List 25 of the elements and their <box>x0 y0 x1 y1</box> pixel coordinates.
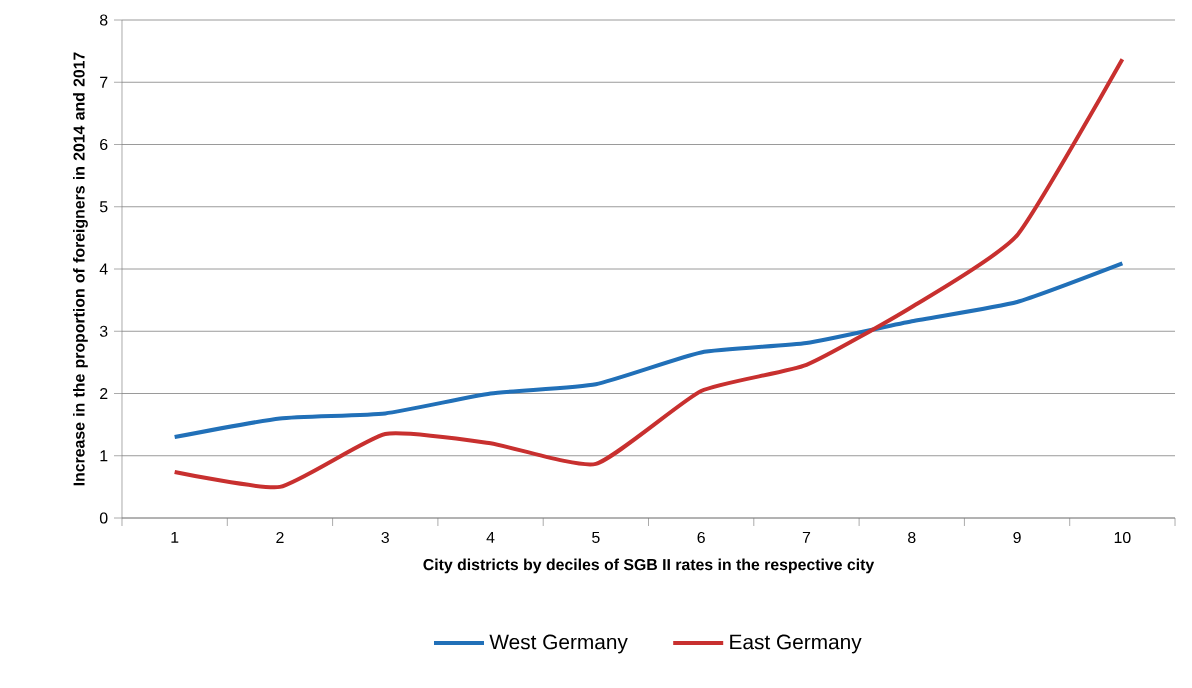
x-tick-label: 2 <box>276 531 284 543</box>
x-axis-title: City districts by deciles of SGB II rates in the respective city <box>423 558 875 574</box>
line-series <box>172 57 1125 489</box>
legend-label: West Germany <box>489 634 628 654</box>
y-tick-label: 6 <box>100 138 108 151</box>
x-tick-label: 9 <box>1013 531 1021 544</box>
legend-label: East Germany <box>730 634 862 654</box>
x-tick-label: 5 <box>592 531 600 543</box>
x-tick-label: 10 <box>1114 531 1131 544</box>
y-tick-label: 5 <box>99 201 108 213</box>
y-tick-label: 1 <box>100 450 108 462</box>
y-tick-label: 3 <box>99 325 108 337</box>
x-tick-label: 3 <box>381 531 389 544</box>
x-tick-label: 6 <box>697 531 705 544</box>
x-tick-label: 8 <box>908 531 916 544</box>
y-tick-label: 0 <box>99 512 108 524</box>
y-axis-title: Increase in the proportion of foreigners in 2014 and 2017 <box>73 52 88 486</box>
x-tick-label: 1 <box>171 531 179 543</box>
y-tick-label: 7 <box>100 76 108 88</box>
y-tick-label: 4 <box>99 263 108 275</box>
y-tick-label: 2 <box>100 387 108 400</box>
line-series <box>172 261 1125 440</box>
y-tick-label: 8 <box>99 14 108 26</box>
x-tick-label: 7 <box>802 531 811 543</box>
x-tick-label: 4 <box>486 531 495 543</box>
